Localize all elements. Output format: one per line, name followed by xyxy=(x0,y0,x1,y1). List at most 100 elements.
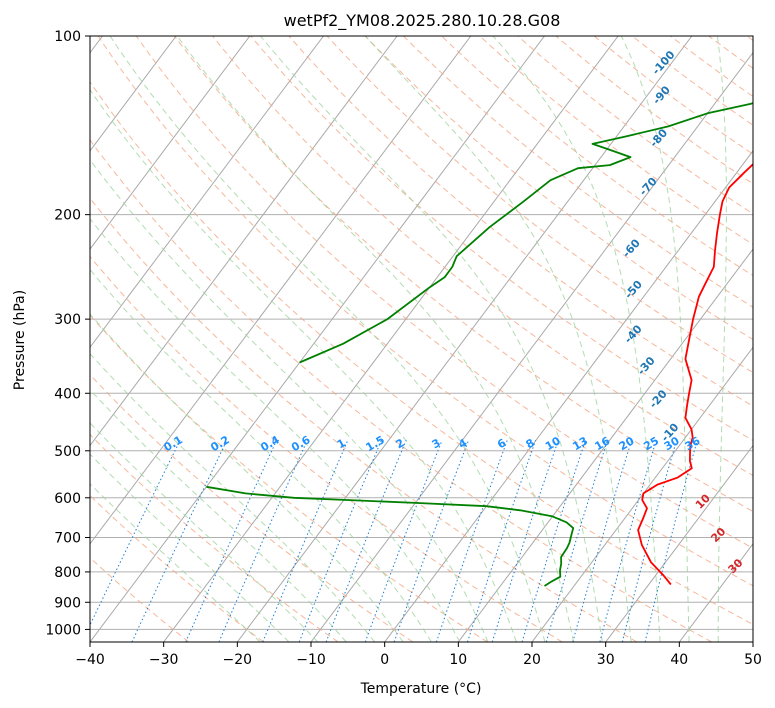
moist-adiabat-line xyxy=(364,36,632,642)
x-tick-label: 0 xyxy=(380,652,389,668)
isotherm-line xyxy=(90,36,177,152)
moist-adiabat-line xyxy=(90,268,432,642)
moist-adiabat-line xyxy=(90,422,319,642)
y-tick-label: 1000 xyxy=(45,622,81,638)
isotherm-label: -30 xyxy=(635,354,658,378)
isotherm-line xyxy=(457,248,753,642)
isotherm-line xyxy=(90,36,398,447)
x-tick-label: 50 xyxy=(744,652,762,668)
moist-adiabat-line xyxy=(620,36,690,642)
moist-adiabat-line xyxy=(90,483,261,642)
moist-adiabat-line xyxy=(90,313,404,642)
mixing-ratio-line xyxy=(185,440,278,642)
mixing-ratio-line xyxy=(435,440,508,642)
y-axis-label: Pressure (hPa) xyxy=(12,290,28,390)
x-tick-label: −40 xyxy=(75,652,105,668)
dry-adiabat-line xyxy=(90,373,414,642)
moist-adiabat-line xyxy=(90,453,290,642)
isotherm-label: -50 xyxy=(622,278,645,302)
x-tick-label: −10 xyxy=(296,652,326,668)
isotherm-label: -60 xyxy=(620,236,643,260)
plot-frame xyxy=(89,35,754,643)
dry-adiabat-line xyxy=(288,36,753,407)
mixing-ratio-line xyxy=(599,440,657,642)
mixing-ratio-line xyxy=(393,440,470,642)
moist-adiabat-line xyxy=(716,36,727,642)
dry-adiabat-line xyxy=(174,36,753,513)
mixing-ratio-line xyxy=(364,440,443,642)
isotherm-line xyxy=(90,36,251,250)
isotherm-line xyxy=(605,444,753,642)
dry-adiabat-line xyxy=(403,36,753,308)
isotherm-line xyxy=(531,346,753,642)
moist-adiabat-line xyxy=(90,159,489,642)
y-tick-label: 300 xyxy=(54,312,81,328)
y-tick-label: 900 xyxy=(54,595,81,611)
series-layer xyxy=(206,101,753,587)
x-tick-label: −30 xyxy=(149,652,179,668)
moist-adiabat-label: 20 xyxy=(708,525,728,545)
y-tick-label: 100 xyxy=(54,29,81,45)
isotherm-line xyxy=(90,36,545,642)
x-tick-label: 20 xyxy=(523,652,541,668)
temperature-line xyxy=(637,163,753,586)
x-tick-label: 30 xyxy=(597,652,615,668)
dry-adiabat-line xyxy=(90,494,264,642)
dry-adiabat-line xyxy=(90,433,339,642)
isotherm-label: -40 xyxy=(622,322,645,346)
y-tick-label: 600 xyxy=(54,491,81,507)
chart-title: wetPf2_YM08.2025.280.10.28.G08 xyxy=(284,11,561,31)
dry-adiabat-line xyxy=(90,314,488,642)
dry-adiabat-line xyxy=(441,36,753,277)
y-tick-label: 400 xyxy=(54,386,81,402)
moist-adiabat-line xyxy=(492,36,661,642)
dewpoint-line xyxy=(299,101,753,364)
x-axis-label: Temperature (°C) xyxy=(360,681,482,697)
moist-adiabat-label: 10 xyxy=(693,491,713,511)
mixing-ratio-label: 4 xyxy=(456,436,469,451)
isotherm-line xyxy=(236,36,693,642)
moist-adiabat-label: 30 xyxy=(726,556,746,576)
moist-adiabat-line xyxy=(90,88,517,642)
moist-adiabat-line xyxy=(260,36,603,642)
dry-adiabat-line xyxy=(479,36,753,246)
mixing-ratio-line xyxy=(621,440,678,642)
moist-adiabat-line xyxy=(176,36,575,642)
x-tick-label: 40 xyxy=(670,652,688,668)
isotherm-line xyxy=(384,150,753,642)
isotherm-line xyxy=(752,641,753,642)
moist-adiabat-line xyxy=(90,389,347,642)
dry-adiabat-line xyxy=(90,81,753,625)
mixing-ratio-line xyxy=(218,440,308,642)
mixing-ratio-line xyxy=(572,440,633,642)
dewpoint-line xyxy=(206,485,575,587)
mixing-ratio-line xyxy=(644,440,698,642)
dry-adiabat-line xyxy=(746,36,753,42)
axis-ticks: −40 −30 −20 −10 0 10 20 30 40 50 100 200 300 400 500 60… xyxy=(45,29,762,668)
isotherm-line xyxy=(90,36,472,545)
background-lines xyxy=(90,36,753,642)
mixing-ratio-line xyxy=(90,440,181,627)
moist-adiabat-line xyxy=(90,353,376,642)
mixing-ratio-line xyxy=(545,440,608,642)
dry-adiabat-line xyxy=(631,36,753,126)
x-tick-label: 10 xyxy=(449,652,467,668)
y-tick-label: 800 xyxy=(54,565,81,581)
isotherm-label: -70 xyxy=(637,175,660,199)
dry-adiabat-line xyxy=(517,36,753,215)
isotherm-line xyxy=(310,51,753,642)
moist-adiabat-line xyxy=(109,36,546,642)
dry-adiabat-line xyxy=(90,197,638,642)
mixing-ratio-line xyxy=(521,440,586,642)
x-tick-label: −20 xyxy=(223,652,253,668)
y-tick-label: 500 xyxy=(54,444,81,460)
dry-adiabat-line xyxy=(135,36,753,549)
dry-adiabat-line xyxy=(326,36,753,374)
dry-adiabat-line xyxy=(364,36,753,341)
mixing-ratio-line xyxy=(262,440,349,642)
y-tick-label: 200 xyxy=(54,208,81,224)
moist-adiabat-label: 40 xyxy=(751,581,771,601)
isotherm-line xyxy=(90,36,324,349)
dry-adiabat-line xyxy=(97,36,753,587)
